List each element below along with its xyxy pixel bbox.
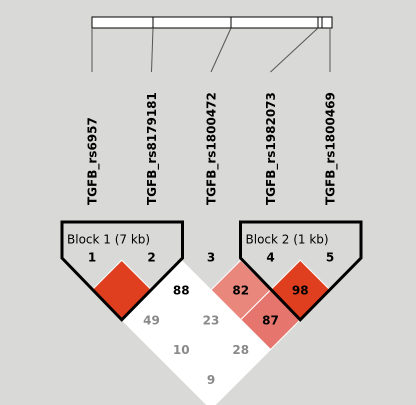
marker-number: 4 <box>266 251 274 265</box>
ld-value: 82 <box>232 284 249 298</box>
ld-value: 88 <box>173 284 190 298</box>
marker-number: 1 <box>88 251 96 265</box>
ld-value: 98 <box>292 284 309 298</box>
ld-cell <box>180 348 242 405</box>
block-outline <box>60 220 184 322</box>
block-label: Block 1 (7 kb) <box>67 233 150 247</box>
ld-value: 87 <box>262 313 279 327</box>
marker-name: TGFB_rs8179181 <box>145 92 160 205</box>
marker-connector <box>151 27 154 73</box>
marker-number: 5 <box>326 251 334 265</box>
chromosome-bar <box>91 16 333 29</box>
marker-name: TGFB_rs6957 <box>86 117 101 205</box>
block-outline <box>239 220 363 322</box>
marker-connector <box>270 27 319 73</box>
block-label: Block 2 (1 kb) <box>246 233 329 247</box>
marker-name: TGFB_rs1800469 <box>324 92 339 205</box>
ld-value: 23 <box>203 313 220 327</box>
marker-connector <box>210 27 232 73</box>
ld-value: 28 <box>232 343 249 357</box>
marker-name: TGFB_rs1982073 <box>264 92 279 205</box>
marker-name: TGFB_rs1800472 <box>205 92 220 205</box>
marker-number: 3 <box>207 251 215 265</box>
ld-value: 10 <box>173 343 190 357</box>
ld-value: 9 <box>207 373 215 387</box>
marker-number: 2 <box>147 251 155 265</box>
ld-value: 49 <box>143 313 160 327</box>
